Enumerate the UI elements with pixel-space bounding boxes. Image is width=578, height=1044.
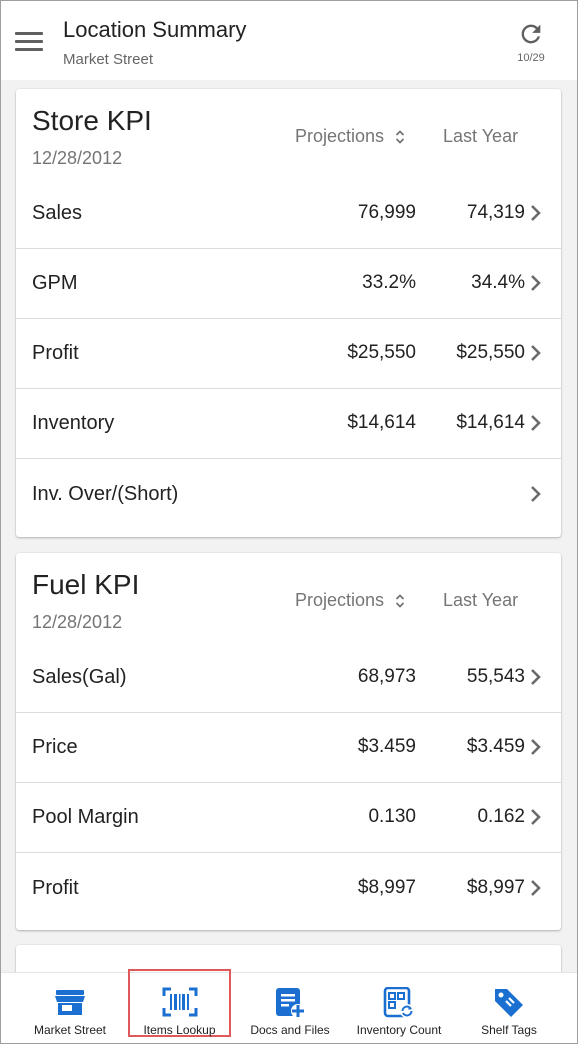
nav-docs-and-files[interactable]: Docs and Files (240, 973, 340, 1043)
chevron-right-icon (531, 809, 541, 825)
card-date: 12/28/2012 (32, 148, 123, 168)
kpi-row-gpm[interactable]: GPM 33.2% 34.4% (16, 248, 561, 319)
projection-value: 0.130 (368, 806, 416, 827)
projection-value: $8,997 (357, 877, 416, 898)
refresh-button[interactable]: 10/29 (506, 20, 556, 72)
nav-shelf-tags[interactable]: Shelf Tags (460, 973, 558, 1043)
last-year-value: $14,614 (456, 412, 525, 433)
card-title: Store KPI (32, 105, 152, 136)
chevron-right-icon (531, 739, 541, 755)
kpi-row-profit[interactable]: Profit $25,550 $25,550 (16, 318, 561, 389)
chevron-right-icon (531, 880, 541, 896)
kpi-row-price[interactable]: Price $3.459 $3.459 (16, 712, 561, 783)
kpi-row-sales[interactable]: Sales 76,999 74,319 (16, 178, 561, 249)
kpi-row-pool-margin[interactable]: Pool Margin 0.130 0.162 (16, 782, 561, 853)
hamburger-menu-icon[interactable] (13, 30, 45, 54)
projections-sort-header[interactable]: Projections (295, 126, 405, 147)
barcode-scan-icon (162, 987, 198, 1017)
row-label: Inv. Over/(Short) (32, 483, 179, 505)
projection-value: $14,614 (347, 412, 416, 433)
store-kpi-card: Store KPI 12/28/2012 Projections Last Ye… (16, 89, 561, 537)
chevron-right-icon (531, 415, 541, 431)
page-title: Location Summary (63, 17, 247, 42)
last-year-value: 0.162 (477, 806, 525, 827)
nav-label: Docs and Files (250, 1023, 330, 1037)
nav-market-street[interactable]: Market Street (22, 973, 118, 1043)
row-label: Price (32, 736, 78, 758)
nav-inventory-count[interactable]: Inventory Count (349, 973, 449, 1043)
page-subtitle: Market Street (63, 51, 154, 68)
chevron-right-icon (531, 275, 541, 291)
projection-value: $25,550 (347, 342, 416, 363)
last-year-value: $25,550 (456, 342, 525, 363)
row-label: Pool Margin (32, 806, 139, 828)
refresh-counter: 10/29 (517, 52, 545, 64)
last-year-value: 74,319 (466, 202, 525, 223)
row-label: Inventory (32, 412, 115, 434)
tag-icon (495, 989, 523, 1017)
document-add-icon (276, 988, 305, 1018)
chevron-right-icon (531, 205, 541, 221)
kpi-row-inv-over-short[interactable]: Inv. Over/(Short) (16, 459, 561, 529)
last-year-value: $3.459 (466, 736, 525, 757)
row-label: Sales (32, 202, 83, 224)
card-date: 12/28/2012 (32, 612, 123, 632)
kpi-row-inventory[interactable]: Inventory $14,614 $14,614 (16, 388, 561, 459)
nav-label: Shelf Tags (481, 1023, 537, 1037)
kpi-row-sales-gal[interactable]: Sales(Gal) 68,973 55,543 (16, 642, 561, 713)
column-header-label: Projections (295, 590, 385, 610)
projection-value: 33.2% (362, 272, 416, 293)
projection-value: $3.459 (357, 736, 416, 757)
last-year-value: 34.4% (471, 272, 525, 293)
projection-value: 76,999 (357, 202, 416, 223)
nav-label: Items Lookup (143, 1023, 216, 1037)
projections-sort-header[interactable]: Projections (295, 590, 405, 611)
last-year-value: $8,997 (466, 877, 525, 898)
app-bar: Location Summary Market Street 10/29 (0, 0, 578, 80)
row-label: GPM (32, 272, 78, 294)
last-year-header: Last Year (443, 126, 519, 146)
projection-value: 68,973 (357, 666, 416, 687)
bottom-navigation: Market Street Items Lookup Docs and File… (0, 969, 578, 1044)
store-icon (55, 990, 85, 1015)
nav-label: Inventory Count (356, 1023, 442, 1037)
card-title: Fuel KPI (32, 569, 140, 600)
chevron-right-icon (531, 486, 541, 502)
chevron-right-icon (531, 345, 541, 361)
row-label: Sales(Gal) (32, 666, 127, 688)
chevron-right-icon (531, 669, 541, 685)
sort-icon (395, 594, 405, 609)
nav-items-lookup[interactable]: Items Lookup (128, 969, 231, 1037)
kpi-row-fuel-profit[interactable]: Profit $8,997 $8,997 (16, 853, 561, 923)
column-header-label: Projections (295, 126, 385, 146)
fuel-kpi-card: Fuel KPI 12/28/2012 Projections Last Yea… (16, 553, 561, 930)
last-year-header: Last Year (443, 590, 519, 610)
refresh-icon (521, 24, 541, 44)
inventory-scan-icon (383, 987, 414, 1018)
last-year-value: 55,543 (466, 666, 525, 687)
row-label: Profit (32, 342, 79, 364)
row-label: Profit (32, 877, 79, 899)
sort-icon (395, 130, 405, 145)
nav-label: Market Street (33, 1023, 107, 1037)
